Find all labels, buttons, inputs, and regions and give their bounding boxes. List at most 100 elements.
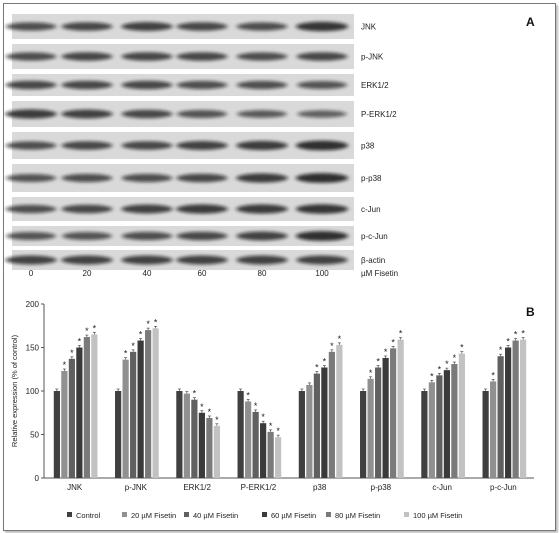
bar-group-item [115,388,122,478]
bar-group-item [306,382,313,478]
x-tick-label: c-Jun [432,483,452,492]
x-tick-label: P-ERK1/2 [241,483,277,492]
bar [458,353,465,478]
legend-item: 80 µM Fisetin [326,511,380,520]
blot-band [121,22,173,31]
x-tick-label: p38 [313,483,327,492]
bar-group-item: * [83,326,90,478]
significance-marker: * [215,415,219,425]
blot-row: p-JNK [5,44,384,69]
bar-group-item: * [130,341,137,478]
significance-marker: * [514,330,518,340]
blot-band [121,173,173,183]
bar [321,367,328,478]
bar-group-item: * [137,330,144,478]
bar-group-item: * [458,343,465,478]
y-tick-label: 0 [35,474,40,483]
blot-band [176,173,228,183]
blot-band [121,52,173,61]
blot-band [236,255,288,265]
significance-marker: * [399,329,403,339]
dose-tick-label: 100 [315,269,329,278]
bar-group-item: * [198,402,205,478]
bar-group-item [237,388,244,478]
significance-marker: * [193,389,197,399]
bar-group-item: * [436,364,443,478]
legend-swatch [122,512,127,517]
bar [497,356,504,478]
legend-label: 40 µM Fisetin [193,511,238,520]
western-blot-panel: A JNK p-JNK ERK1/2 P-ERK1/2 p38 p-p38 c-Jun p-c… [5,14,535,278]
dose-tick-label: 0 [29,269,34,278]
bar-group-item: * [68,348,75,478]
legend-label: 100 µM Fisetin [413,511,462,520]
y-tick-label: 200 [26,300,40,309]
blot-band [176,231,228,241]
bar-group-item: * [328,341,335,478]
bar-group-item: * [397,329,404,478]
bar-group-item: * [490,370,497,478]
significance-marker: * [70,348,74,358]
dose-tick-label: 20 [83,269,92,278]
x-tick-label: ERK1/2 [183,483,211,492]
significance-marker: * [338,334,342,344]
bar [367,378,374,478]
bar [382,357,389,478]
blot-band [236,173,288,183]
legend-swatch [326,512,331,517]
bar-group-item: * [191,389,198,478]
blot-band [121,141,173,150]
blot-band [5,80,57,90]
bar [390,348,397,478]
blot-row: c-Jun [5,197,381,221]
dose-tick-label: 60 [198,269,207,278]
significance-marker: * [460,343,464,353]
blot-band [297,81,347,89]
bar [512,340,519,478]
bar [198,412,205,478]
blot-band [121,231,173,241]
legend-item: 40 µM Fisetin [184,511,238,520]
blot-band [177,110,227,118]
bar [122,359,129,478]
blot-band [6,232,56,240]
bar-group-item: * [61,360,68,478]
bar [213,425,220,478]
bar [375,367,382,478]
legend-item: 20 µM Fisetin [122,511,176,520]
blot-label: p38 [361,142,375,151]
panel-a-label: A [526,15,535,29]
blot-band [61,52,113,61]
bar-group-item [53,388,60,478]
blot-band [236,231,288,241]
x-tick-label: JNK [67,483,83,492]
bar [91,334,98,478]
significance-marker: * [146,319,150,329]
x-tick-label: p-JNK [125,483,148,492]
bar-group-item: * [375,357,382,478]
bar [360,391,367,478]
bar-group-item: * [497,345,504,478]
blot-band [296,255,348,265]
significance-marker: * [124,349,128,359]
blot-band [297,110,347,118]
significance-marker: * [499,345,503,355]
blot-band [5,109,57,119]
blot-band [176,204,228,214]
significance-marker: * [276,426,280,436]
bar-group-item: * [122,349,129,478]
legend-item: 100 µM Fisetin [404,511,462,520]
bar [336,344,343,478]
bar [145,330,152,478]
bar [252,411,259,478]
bar-group-item: * [252,401,259,478]
significance-marker: * [154,317,158,327]
legend-label: 80 µM Fisetin [335,511,380,520]
significance-marker: * [315,363,319,373]
x-tick-label: p-p38 [371,483,392,492]
bar [152,328,159,478]
significance-marker: * [430,371,434,381]
blot-row: p-p38 [6,164,382,192]
y-axis-label: Relative expression (% of control) [10,334,19,447]
legend-label: Control [76,511,101,520]
